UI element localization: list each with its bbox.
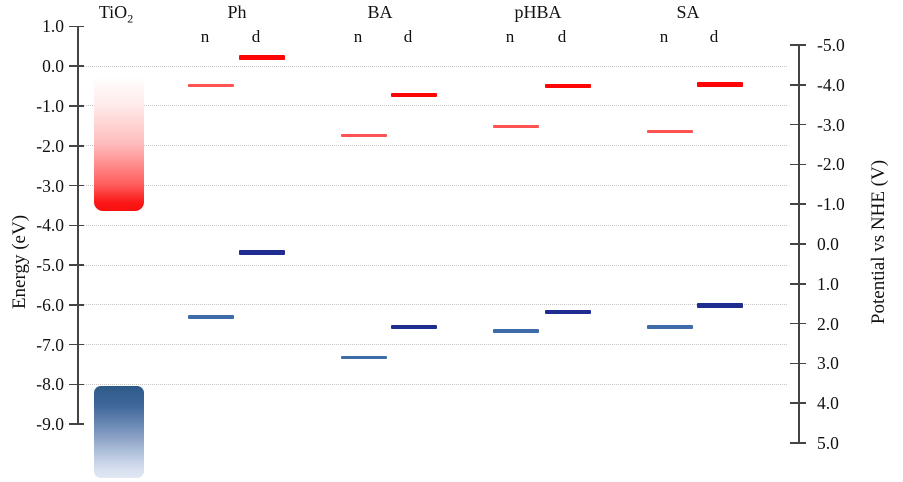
left-axis-tick-label: -7.0 [36,334,64,355]
left-axis-tick-label: -1.0 [36,95,64,116]
left-axis-tick [69,304,84,306]
gridline [78,145,787,147]
left-axis-tick-label: 1.0 [42,16,64,37]
right-axis-tick-label: 4.0 [817,393,839,414]
right-axis-tick [790,322,806,325]
sublabel-ph-n: n [200,27,210,46]
right-axis-tick-label: -4.0 [817,74,845,95]
left-axis-tick-label: -3.0 [36,175,64,196]
right-axis-tick-label: -1.0 [817,194,845,215]
level-sa-lumo-d [697,82,743,87]
level-ph-homo-n [188,315,234,319]
sublabel-sa-n: n [659,27,669,46]
right-axis-title: Potential vs NHE (V) [868,159,889,325]
level-ba-lumo-d [391,93,437,98]
level-ba-lumo-n [341,134,387,138]
level-phba-homo-d [545,309,591,315]
gridline [78,344,787,346]
right-axis-tick-label: 1.0 [817,273,839,294]
level-ph-homo-d [239,250,285,255]
sublabel-phba-d: d [557,27,567,46]
left-axis-tick-label: -6.0 [36,294,64,315]
right-axis-tick [790,123,806,126]
right-axis-tick [790,243,806,245]
left-axis-tick [69,224,84,227]
left-axis-tick-label: -8.0 [36,374,64,395]
level-ba-homo-n [341,355,387,360]
sublabel-phba-n: n [505,27,515,46]
gridline [78,304,787,306]
left-axis-tick [69,105,84,107]
left-axis-tick-label: 0.0 [42,56,64,77]
column-header-sa: SA [676,2,700,22]
right-axis-tick-label: 2.0 [817,313,839,334]
left-axis-tick [69,264,84,266]
left-axis-tick-label: -4.0 [36,215,64,236]
sublabel-ba-d: d [403,27,413,46]
left-axis-tick-label: -2.0 [36,135,64,156]
gridline [78,185,787,187]
right-axis-tick-label: 3.0 [817,353,839,374]
right-axis-tick [790,442,806,444]
left-axis-tick [69,184,84,187]
level-sa-homo-n [647,324,693,329]
tio2-subscript: 2 [127,11,134,26]
right-axis-tick [790,402,806,404]
left-axis-tick [69,25,84,28]
column-header-ph: Ph [227,2,247,22]
left-axis-tick [69,343,84,346]
tio2-conduction-band [94,77,144,212]
level-phba-homo-n [493,328,539,333]
left-axis-tick-label: -9.0 [36,414,64,435]
gridline [78,65,787,67]
tio2-valence-band [94,386,144,478]
gridline [78,224,787,226]
column-header-tio2: TiO2 [98,2,134,26]
level-ph-lumo-n [188,83,234,87]
level-ba-homo-d [391,324,437,329]
left-axis-tick [69,423,84,425]
right-axis-tick [790,84,806,86]
right-axis-tick [790,163,806,166]
sublabel-sa-d: d [709,27,719,46]
right-axis-tick-label: 0.0 [817,234,839,255]
right-axis-tick-label: 5.0 [817,432,839,453]
gridline [78,105,787,107]
right-axis-tick-label: -5.0 [817,35,845,56]
gridline [78,383,787,385]
right-axis-tick-label: -3.0 [817,114,845,135]
left-axis-tick [69,65,84,67]
level-sa-homo-d [697,303,743,308]
level-sa-lumo-n [647,130,693,134]
column-header-ba: BA [367,2,393,22]
left-axis-tick [69,383,84,386]
column-header-phba: pHBA [514,2,562,22]
right-axis-tick [790,362,806,365]
left-axis-tick-label: -5.0 [36,255,64,276]
sublabel-ph-d: d [251,27,261,46]
right-axis-tick-label: -2.0 [817,154,845,175]
level-ph-lumo-d [239,55,285,60]
left-axis-tick [69,144,84,147]
gridline [78,264,787,266]
right-axis-tick [790,203,806,206]
level-phba-lumo-d [545,83,591,88]
right-axis-tick [790,282,806,285]
right-axis-tick [790,44,806,46]
level-phba-lumo-n [493,124,539,128]
sublabel-ba-n: n [353,27,363,46]
